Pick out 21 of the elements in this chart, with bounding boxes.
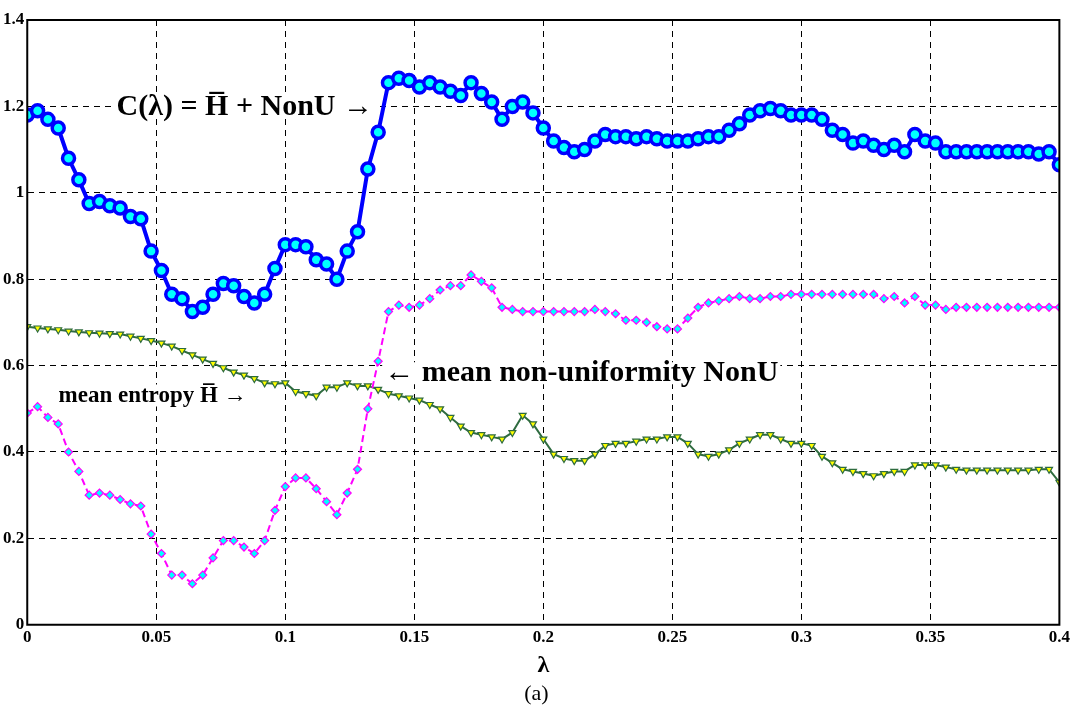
x-tick-label: 0.05 bbox=[141, 627, 172, 647]
x-tick-label: 0.35 bbox=[915, 627, 946, 647]
annotation: mean entropy H̅ → bbox=[58, 381, 247, 407]
x-tick-label: 0.4 bbox=[1048, 627, 1071, 647]
x-tick-label: 0.3 bbox=[790, 627, 812, 647]
text: (a) bbox=[523, 680, 550, 706]
y-tick-label: 1.2 bbox=[3, 95, 25, 115]
x-axis-title: λ bbox=[537, 650, 550, 677]
annotation: ← mean non-uniformity NonU bbox=[384, 354, 779, 388]
y-tick-label: 1 bbox=[15, 182, 25, 202]
y-tick-label: 0.4 bbox=[3, 441, 25, 461]
y-tick-label: 0 bbox=[15, 614, 25, 634]
x-tick-label: 0.1 bbox=[274, 627, 296, 647]
y-tick-label: 0.8 bbox=[3, 268, 25, 288]
x-tick-label: 0.15 bbox=[399, 627, 430, 647]
x-tick-label: 0.2 bbox=[532, 627, 554, 647]
x-tick-label: 0.25 bbox=[657, 627, 688, 647]
annotation: C(λ) = H̅ + NonU → bbox=[116, 88, 374, 123]
y-tick-label: 0.6 bbox=[3, 354, 25, 374]
y-tick-label: 0.2 bbox=[3, 527, 25, 547]
y-tick-label: 1.4 bbox=[3, 9, 25, 29]
